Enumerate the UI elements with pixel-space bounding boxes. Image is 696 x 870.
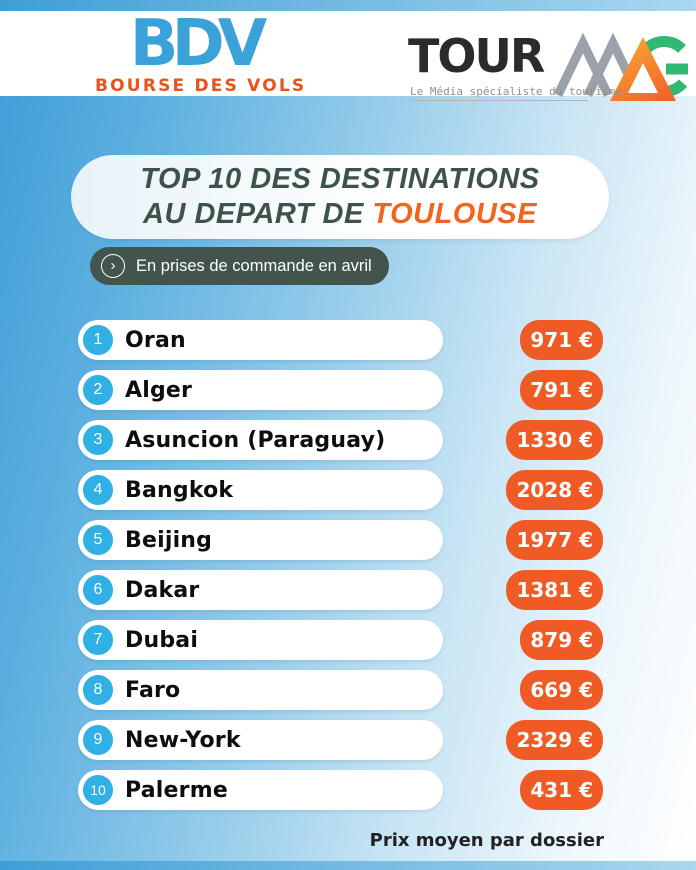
- rank-badge: 3: [80, 422, 116, 458]
- destination-pill: 6 Dakar: [78, 570, 443, 610]
- price-badge: 431 €: [520, 770, 603, 810]
- destination-label: Bangkok: [125, 477, 234, 503]
- price-badge: 971 €: [520, 320, 603, 360]
- footnote: Prix moyen par dossier: [369, 830, 604, 851]
- bdv-acronym: BDV: [129, 7, 267, 81]
- destination-label: New-York: [125, 727, 241, 753]
- destination-label: Alger: [125, 377, 193, 403]
- destination-label: Dubai: [125, 627, 199, 653]
- ranking-row: 6 Dakar 1381 €: [0, 570, 696, 610]
- ranking-row: 8 Faro 669 €: [0, 670, 696, 710]
- destination-pill: 10 Palerme: [78, 770, 443, 810]
- destination-label: Palerme: [125, 777, 228, 803]
- tourmag-logo: TOUR Le Média spécialiste du tour: [408, 25, 688, 105]
- subtitle-pill: › En prises de commande en avril: [90, 247, 389, 285]
- destination-pill: 3 Asuncion (Paraguay): [78, 420, 443, 460]
- ranking-row: 4 Bangkok 2028 €: [0, 470, 696, 510]
- ranking-row: 1 Oran 971 €: [0, 320, 696, 360]
- top-border-strip: [0, 0, 696, 11]
- destination-label: Oran: [125, 327, 186, 353]
- destination-label: Dakar: [125, 577, 200, 603]
- title-line-1: TOP 10 DES DESTINATIONS: [140, 163, 540, 195]
- ranking-row: 9 New-York 2329 €: [0, 720, 696, 760]
- destination-pill: 5 Beijing: [78, 520, 443, 560]
- rank-badge: 10: [80, 772, 116, 808]
- price-badge: 791 €: [520, 370, 603, 410]
- ranking-list: 1 Oran 971 € 2 Alger 791 € 3 Asuncion (P…: [0, 320, 696, 810]
- ranking-row: 7 Dubai 879 €: [0, 620, 696, 660]
- destination-pill: 7 Dubai: [78, 620, 443, 660]
- rank-badge: 9: [80, 722, 116, 758]
- ranking-row: 5 Beijing 1977 €: [0, 520, 696, 560]
- price-badge: 1381 €: [506, 570, 603, 610]
- price-badge: 879 €: [520, 620, 603, 660]
- subtitle-label: En prises de commande en avril: [136, 256, 372, 275]
- rank-badge: 7: [80, 622, 116, 658]
- ranking-row: 2 Alger 791 €: [0, 370, 696, 410]
- destination-label: Faro: [125, 677, 181, 703]
- destination-label: Beijing: [125, 527, 213, 553]
- ranking-row: 3 Asuncion (Paraguay) 1330 €: [0, 420, 696, 460]
- rank-badge: 6: [80, 572, 116, 608]
- price-badge: 1330 €: [506, 420, 603, 460]
- price-badge: 669 €: [520, 670, 603, 710]
- bdv-logo: BDV BOURSE DES VOLS: [95, 7, 307, 96]
- header-band: BDV BOURSE DES VOLS TOUR: [0, 7, 696, 101]
- price-badge: 1977 €: [506, 520, 603, 560]
- price-badge: 2028 €: [506, 470, 603, 510]
- bdv-tagline: BOURSE DES VOLS: [95, 76, 307, 96]
- tourmag-tagline: Le Média spécialiste du tourisme: [410, 85, 622, 101]
- chevron-right-icon: ›: [101, 254, 125, 278]
- destination-pill: 8 Faro: [78, 670, 443, 710]
- destination-label: Asuncion (Paraguay): [125, 427, 386, 453]
- destination-pill: 4 Bangkok: [78, 470, 443, 510]
- rank-badge: 8: [80, 672, 116, 708]
- destination-pill: 2 Alger: [78, 370, 443, 410]
- rank-badge: 5: [80, 522, 116, 558]
- title-line-2-prefix: AU DEPART DE: [143, 198, 373, 230]
- title-banner: TOP 10 DES DESTINATIONS AU DEPART DE TOU…: [71, 155, 609, 239]
- destination-pill: 9 New-York: [78, 720, 443, 760]
- rank-badge: 1: [80, 322, 116, 358]
- title-city-highlight: TOULOUSE: [372, 198, 537, 230]
- tourmag-mag-icon: [553, 32, 688, 101]
- rank-badge: 2: [80, 372, 116, 408]
- destination-pill: 1 Oran: [78, 320, 443, 360]
- ranking-row: 10 Palerme 431 €: [0, 770, 696, 810]
- rank-badge: 4: [80, 472, 116, 508]
- tourmag-wordmark: TOUR: [408, 29, 545, 83]
- title-line-2: AU DEPART DE TOULOUSE: [71, 197, 609, 232]
- price-badge: 2329 €: [506, 720, 603, 760]
- bottom-border-strip: [0, 861, 696, 870]
